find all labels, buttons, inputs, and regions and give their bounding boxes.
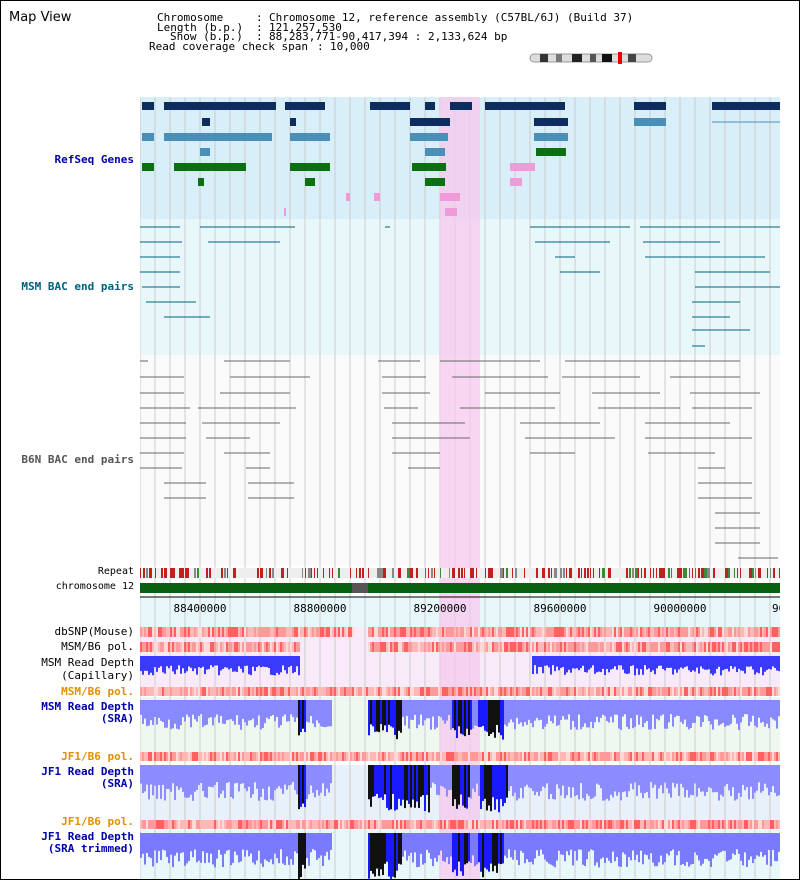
msm-bac-pairs[interactable] [140,226,780,347]
genome-view[interactable]: 88400000 88800000 89200000 89600000 9000… [140,97,780,879]
track-label-jf1-b6-pol: JF1/B6 pol. [61,750,134,763]
selection-highlight[interactable] [440,97,480,879]
tick-label-2: 89200000 [414,602,467,615]
chromosome-ideogram[interactable] [528,52,654,64]
track-label-msm-bac: MSM BAC end pairs [21,280,134,293]
tick-label-0: 88400000 [174,602,227,615]
track-label-msm-depth-sra-1: MSM Read Depth [41,700,134,713]
tick-label-4: 90000000 [654,602,707,615]
span-key: Read coverage check span [149,40,308,53]
track-label-msm-depth-sra-2: (SRA) [100,712,134,725]
b6n-bac-pairs[interactable] [140,360,778,559]
chromosome-key: Chromosome [157,11,224,24]
track-label-chromosome: chromosome 12 [55,581,134,592]
page-title: Map View [9,10,72,25]
track-label-msm-depth-cap-1: MSM Read Depth [41,656,134,669]
coordinate-axis: 88400000 88800000 89200000 89600000 9000… [140,596,780,615]
tick-label-5: 9040 [772,602,780,615]
track-label-msm-depth-cap-2: (Capillary) [61,669,134,682]
span-colon: : [317,40,324,53]
data-tracks[interactable] [140,627,780,879]
repeat-track[interactable] [140,568,780,578]
track-label-jf1-depth-2: (SRA) [100,777,134,790]
length-colon: : [256,21,263,34]
track-label-msm-b6-pol-1: MSM/B6 pol. [61,640,134,653]
chromosome-value: Chromosome 12, reference assembly (C57BL… [269,11,634,24]
track-label-msm-b6-pol-2: MSM/B6 pol. [61,685,134,698]
track-label-refseq: RefSeq Genes [54,153,134,166]
track-label-jf1-trim-1: JF1 Read Depth [41,830,134,843]
track-label-b6n-bac: B6N BAC end pairs [21,453,134,466]
chromosome-bar[interactable] [140,583,780,593]
show-key: Show (b.p.) [170,30,243,43]
track-label-jf1-trim-2: (SRA trimmed) [47,842,134,855]
refseq-genes[interactable] [142,102,780,216]
length-value: 121,257,530 [269,21,342,34]
track-label-jf1-depth-1: JF1 Read Depth [41,765,134,778]
tick-label-1: 88800000 [294,602,347,615]
chromosome-gap [352,583,368,593]
tick-label-3: 89600000 [534,602,587,615]
show-value: 88,283,771-90,417,394 : 2,133,624 bp [269,30,508,43]
track-label-dbsnp: dbSNP(Mouse) [54,625,134,638]
show-colon: : [256,30,263,43]
length-key: Length (b.p.) [157,21,244,34]
chromosome-colon: : [256,11,263,24]
track-label-repeat: Repeat [97,566,134,577]
span-value: 10,000 [330,40,370,53]
track-label-jf1-b6-pol-2: JF1/B6 pol. [61,815,134,828]
